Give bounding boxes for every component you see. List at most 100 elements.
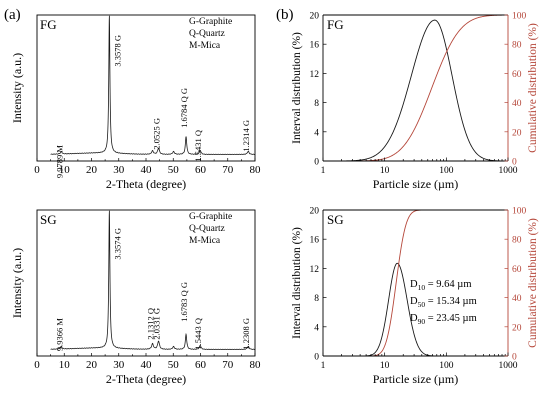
stat-value: = 15.34 µm: [425, 296, 477, 307]
xrd-spectrum-line: [50, 210, 255, 351]
y-right-tick-label: 40: [512, 294, 522, 304]
y-axis-label: Interval distribution (%): [291, 227, 303, 339]
y-right-tick-label: 0: [512, 353, 517, 363]
stat-symbol: D: [410, 279, 418, 290]
y-tick-label: 16: [310, 236, 320, 246]
stat-90: D90 = 23.45 µm: [410, 313, 477, 326]
x-tick-label: 40: [141, 164, 153, 176]
y-tick-label: 8: [314, 294, 319, 304]
sample-tag: SG: [327, 212, 344, 227]
panel-label-a: (a): [4, 7, 21, 23]
y-tick-label: 16: [310, 41, 320, 51]
stat-value: = 9.64 µm: [425, 279, 471, 290]
x-tick-label: 50: [168, 164, 180, 176]
x-tick-label: 1: [321, 361, 326, 371]
peak-label: 1.5431 Q: [193, 130, 203, 162]
y-tick-label: 8: [314, 99, 319, 109]
stat-value: = 23.45 µm: [425, 313, 477, 324]
sample-tag: FG: [327, 17, 344, 32]
y-right-tick-label: 20: [512, 323, 522, 333]
x-tick-label: 40: [141, 359, 153, 371]
xrd-spectrum-line: [50, 15, 255, 156]
x-tick-label: 20: [86, 164, 98, 176]
cumulative-distribution-line: [323, 210, 508, 356]
peak-label: 2.0331 G: [152, 308, 162, 340]
y-tick-label: 12: [310, 70, 320, 80]
stat-symbol: D: [410, 296, 418, 307]
x-tick-label: 0: [34, 359, 40, 371]
peak-label: 2.0525 G: [152, 118, 162, 150]
psd-panel-fg: 1 10 100 1000048121620020406080100Particle …: [291, 12, 539, 192]
x-tick-label: 80: [250, 164, 262, 176]
peak-label: 3.3578 G: [112, 35, 122, 67]
y-tick-label: 12: [310, 265, 320, 275]
x-tick-label: 10: [59, 359, 71, 371]
y-right-axis-label: Cumulative distribution (%): [527, 218, 539, 348]
x-tick-label: 10: [380, 166, 390, 176]
peak-label: 9.9789 M: [54, 145, 64, 179]
sample-tag: FG: [40, 17, 57, 32]
y-right-tick-label: 20: [512, 128, 522, 138]
peak-label: 1.5443 Q: [193, 318, 203, 350]
y-right-tick-label: 100: [512, 207, 527, 217]
y-right-tick-label: 40: [512, 99, 522, 109]
stat-subscript: 10: [418, 283, 426, 292]
peak-label: 1.2308 G: [241, 318, 251, 350]
x-tick-label: 30: [113, 164, 125, 176]
x-tick-label: 30: [113, 359, 125, 371]
peak-label: 1.6784 Q G: [179, 88, 189, 128]
y-tick-label: 20: [310, 207, 320, 217]
y-right-tick-label: 0: [512, 158, 517, 168]
stat-subscript: 90: [418, 317, 426, 326]
legend-entry: M-Mica: [189, 236, 221, 246]
stat-symbol: D: [410, 313, 418, 324]
sample-tag: SG: [40, 212, 57, 227]
x-tick-label: 100: [439, 361, 454, 371]
stat-subscript: 50: [418, 300, 426, 309]
y-right-axis-label: Cumulative distribution (%): [527, 23, 539, 153]
xrd-panel-sg: 0 10 20 30 40 50 60 70 80 2-Theta (degree) Intensi…: [10, 209, 262, 386]
x-tick-label: 1000: [499, 166, 518, 176]
x-axis-label: Particle size (µm): [373, 177, 459, 191]
y-axis-label: Intensity (a.u.): [10, 53, 24, 123]
y-tick-label: 4: [314, 128, 319, 138]
legend-entry: Q-Quartz: [189, 224, 225, 234]
legend-entry: G-Graphite: [189, 212, 232, 222]
stat-10: D10 = 9.64 µm: [410, 279, 471, 292]
x-tick-label: 0: [34, 164, 40, 176]
x-tick-label: 10: [380, 361, 390, 371]
interval-distribution-line: [323, 19, 508, 161]
y-tick-label: 20: [310, 12, 320, 22]
peak-label: 9.9366 M: [54, 318, 64, 352]
panels: 0 10 20 30 40 50 60 70 802-Theta (degree)Intensi…: [10, 12, 539, 387]
y-right-tick-label: 60: [512, 265, 522, 275]
y-right-tick-label: 80: [512, 41, 522, 51]
x-tick-label: 10: [59, 164, 71, 176]
legend-entry: Q-Quartz: [189, 29, 225, 39]
x-axis-label: Particle size (µm): [373, 372, 459, 386]
peak-label: 1.6783 Q G: [179, 282, 189, 322]
x-axis-label: 2-Theta (degree): [106, 177, 186, 191]
cumulative-distribution-line: [323, 15, 508, 161]
x-tick-label: 20: [86, 359, 98, 371]
y-tick-label: 4: [314, 323, 319, 333]
x-tick-label: 70: [222, 359, 234, 371]
x-tick-label: 1000: [499, 361, 518, 371]
interval-distribution-line: [323, 262, 508, 356]
x-tick-label: 1: [321, 166, 326, 176]
y-right-tick-label: 100: [512, 12, 527, 22]
panel-label-b: (b): [276, 7, 294, 23]
x-tick-label: 60: [195, 164, 207, 176]
y-axis-label: Interval distribution (%): [291, 32, 303, 144]
x-tick-label: 50: [168, 359, 180, 371]
peak-label: 2.1312 Q: [146, 308, 156, 340]
legend-entry: M-Mica: [189, 41, 221, 51]
y-right-tick-label: 60: [512, 70, 522, 80]
y-axis-label: Intensity (a.u.): [10, 248, 24, 318]
psd-panel-sg: 1 10 100 1000048121620020406080100Particle …: [291, 207, 539, 387]
x-tick-label: 70: [222, 164, 234, 176]
y-tick-label: 0: [314, 353, 319, 363]
x-tick-label: 80: [250, 359, 262, 371]
y-tick-label: 0: [314, 158, 319, 168]
